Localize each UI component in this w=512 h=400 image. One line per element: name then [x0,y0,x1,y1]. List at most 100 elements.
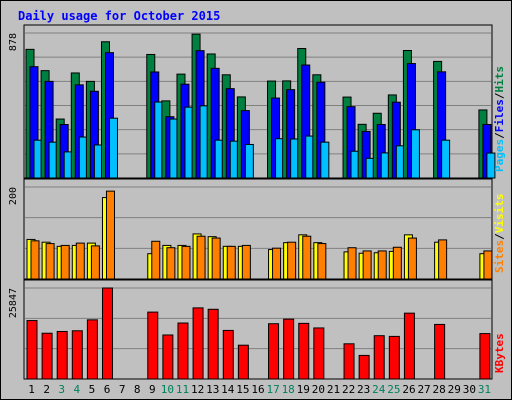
panel-visits-frame [23,178,493,280]
bar-kbytes-day-12 [192,307,204,380]
bar-sites-day-25 [392,246,402,280]
day-label-1: 1 [28,383,35,396]
bar-kbytes-day-23 [358,354,370,380]
day-label-13: 13 [206,383,219,396]
legend-sites: Sites [493,240,506,273]
day-label-24: 24 [372,383,386,396]
day-label-3: 3 [58,383,65,396]
bar-sites-day-3 [60,244,70,280]
legend-files: Files [493,99,506,132]
bar-kbytes-day-22 [343,343,355,380]
bar-kbytes-day-17 [268,323,280,380]
day-label-5: 5 [89,383,96,396]
bar-sites-day-24 [377,250,387,280]
bar-sites-day-23 [362,250,372,280]
day-label-12: 12 [191,383,204,396]
panel-hits-legend: Pages/Files/Hits [493,66,506,172]
bar-sites-day-6 [105,190,115,280]
day-label-30: 30 [463,383,476,396]
bar-kbytes-day-26 [403,312,415,380]
bar-pages-day-15 [244,143,254,179]
bar-sites-day-13 [211,237,221,280]
panel-kbytes-max-label: 25847 [8,288,19,318]
day-label-20: 20 [312,383,325,396]
day-label-28: 28 [433,383,446,396]
bar-kbytes-day-13 [207,308,219,380]
bar-sites-day-22 [347,247,357,280]
bar-kbytes-day-24 [373,335,385,380]
bar-kbytes-day-10 [162,334,174,380]
bar-sites-day-2 [45,243,55,280]
day-label-23: 23 [357,383,370,396]
day-label-2: 2 [43,383,50,396]
bar-sites-day-1 [30,240,40,280]
legend-separator: / [493,92,506,99]
panel-visits-legend: Sites/Visits [493,194,506,274]
bar-sites-day-28 [438,239,448,280]
bar-kbytes-day-4 [71,330,83,380]
bar-sites-day-14 [226,245,236,280]
panel-kbytes-frame [23,279,493,380]
day-label-14: 14 [221,383,235,396]
day-label-10: 10 [161,383,174,396]
bar-sites-day-4 [75,242,85,280]
day-label-27: 27 [417,383,430,396]
legend-kbytes: KBytes [493,333,506,373]
bar-kbytes-day-9 [147,311,159,380]
bar-pages-day-26 [410,129,420,179]
day-label-8: 8 [134,383,141,396]
bar-kbytes-day-6 [101,287,113,380]
bar-kbytes-day-15 [237,344,249,380]
day-label-18: 18 [282,383,295,396]
bar-kbytes-day-25 [388,335,400,380]
bar-sites-day-12 [196,235,206,280]
bar-sites-day-18 [287,241,297,280]
day-label-4: 4 [74,383,81,396]
day-label-21: 21 [327,383,340,396]
bar-kbytes-day-19 [298,322,310,380]
bar-pages-day-28 [441,139,451,179]
bar-sites-day-15 [241,244,251,280]
bar-kbytes-day-3 [56,330,68,380]
day-label-29: 29 [448,383,461,396]
bar-sites-day-10 [166,247,176,280]
bar-sites-day-31 [483,250,493,280]
bar-kbytes-day-18 [283,318,295,380]
day-label-25: 25 [387,383,400,396]
bar-kbytes-day-2 [41,332,53,380]
bar-sites-day-5 [90,245,100,280]
panel-visits-max-label: 200 [8,187,19,205]
legend-hits: Hits [493,66,506,93]
day-label-22: 22 [342,383,355,396]
panel-kbytes-legend: KBytes [493,333,506,373]
bar-sites-day-11 [181,245,191,280]
bar-kbytes-day-28 [434,323,446,380]
bar-kbytes-day-1 [26,320,38,380]
bar-pages-day-20 [320,141,330,179]
day-label-15: 15 [236,383,249,396]
bar-kbytes-day-14 [222,329,234,380]
legend-pages: Pages [493,139,506,172]
bar-kbytes-day-11 [177,322,189,380]
day-label-31: 31 [478,383,491,396]
chart-title: Daily usage for October 2015 [18,9,220,23]
legend-visits: Visits [493,194,506,234]
day-label-9: 9 [149,383,156,396]
day-label-19: 19 [297,383,310,396]
bar-pages-day-6 [108,117,118,179]
legend-separator: / [493,132,506,139]
bar-sites-day-9 [151,240,161,280]
bar-sites-day-20 [317,243,327,280]
day-label-26: 26 [402,383,415,396]
day-label-7: 7 [119,383,126,396]
panel-hits-frame [23,24,493,179]
bar-kbytes-day-31 [479,333,491,380]
bar-pages-day-31 [486,152,496,179]
day-label-17: 17 [266,383,279,396]
day-label-16: 16 [251,383,264,396]
bar-kbytes-day-5 [86,319,98,380]
panel-hits-max-label: 878 [8,33,19,51]
bar-sites-day-26 [407,237,417,280]
bar-sites-day-19 [302,235,312,280]
